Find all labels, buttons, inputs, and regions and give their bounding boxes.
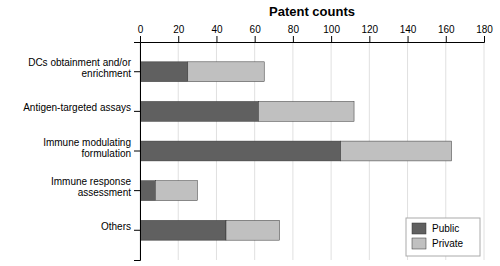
series [140,62,341,240]
tick-label-line: Others [101,221,131,232]
tick-mark [484,36,485,42]
tick: 180 [476,24,493,42]
y-axis: Others Immune responseassessment Immune mo… [23,43,140,261]
legend-item: Public [412,223,459,234]
tick-mark [134,190,140,191]
bar [140,62,188,82]
tick-mark [255,36,256,42]
tick-label: Others [101,221,131,232]
grid-line [484,42,485,260]
tick-mark [331,36,332,42]
tick-label-line: Immune modulating [43,137,131,148]
bars [140,62,452,240]
tick-label-line: enrichment [82,68,132,79]
bar [258,101,354,121]
tick-label: 120 [361,24,378,35]
tick-mark [178,36,179,42]
tick: Immune modulatingformulation [43,137,140,159]
tick: 20 [173,24,185,42]
tick-label: 180 [476,24,493,35]
tick: Antigen-targeted assays [23,102,140,113]
title: Patent counts [269,4,355,19]
tick: Immune responseassessment [51,176,140,198]
tick-label: 60 [250,24,262,35]
tick-mark [134,111,140,112]
tick-label: Immune responseassessment [51,176,131,198]
series [155,62,451,240]
legend-label: Private [432,238,464,249]
tick-label-line: Immune response [51,176,131,187]
tick-mark [134,230,140,231]
tick-mark [216,36,217,42]
chart: Patent counts 0 20 40 60 80 100 120 140 160 180 Oth… [0,0,500,266]
tick-label: 80 [288,24,300,35]
tick-label: 0 [138,24,144,35]
tick-mark [134,151,140,152]
tick-label: Immune modulatingformulation [43,137,131,159]
bar [226,220,280,240]
legend-swatch [412,238,426,249]
tick-label: Antigen-targeted assays [23,102,131,113]
axis-line [134,43,141,261]
tick: 140 [400,24,417,42]
tick: 160 [438,24,455,42]
legend: Public Private [406,218,480,256]
tick: Others [101,221,140,232]
axis-line [141,36,485,43]
tick-label: 20 [173,24,185,35]
bar [140,101,258,121]
bar [341,141,452,161]
tick-label-line: assessment [78,187,132,198]
tick-mark [446,36,447,42]
tick-label-line: Antigen-targeted assays [23,102,131,113]
tick: 100 [323,24,340,42]
legend-item: Private [412,238,464,249]
tick-label: 100 [323,24,340,35]
tick: 40 [211,24,223,42]
bar [140,220,226,240]
tick-mark [134,71,140,72]
bar [140,141,341,161]
bar [155,181,197,201]
legend-label: Public [432,223,459,234]
legend-swatch [412,223,426,234]
bar [140,181,155,201]
tick-mark [369,36,370,42]
tick-mark [293,36,294,42]
plot: 0 20 40 60 80 100 120 140 160 180 Others Immune res… [23,24,493,261]
tick-mark [408,36,409,42]
tick: DCs obtainment and/orenrichment [28,57,140,79]
tick-mark [140,36,141,42]
tick-label-line: DCs obtainment and/or [28,57,132,68]
tick-label: 140 [400,24,417,35]
tick-label: 160 [438,24,455,35]
tick-label: 40 [211,24,223,35]
tick: 80 [288,24,300,42]
tick-label: DCs obtainment and/orenrichment [28,57,132,79]
bar [188,62,264,82]
grid [140,42,484,260]
x-axis: 0 20 40 60 80 100 120 140 160 180 [138,24,494,43]
tick: 60 [250,24,262,42]
tick: 120 [361,24,378,42]
tick-label-line: formulation [82,148,131,159]
legend-frame [406,218,480,256]
tick: 0 [138,24,144,42]
